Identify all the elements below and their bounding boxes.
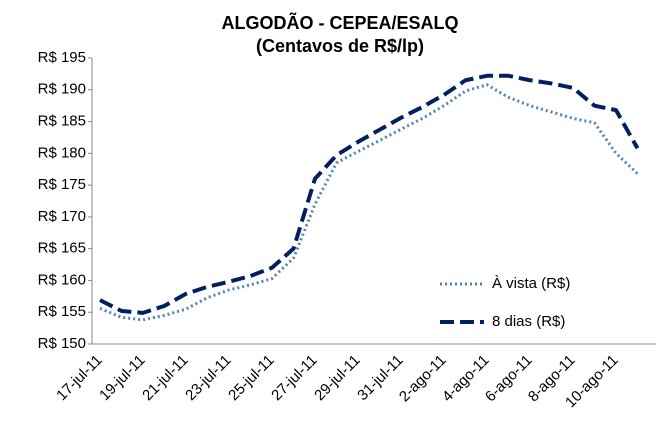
x-tick-label: 27-jul-11 [268, 352, 321, 405]
x-tick-label: 17-jul-11 [53, 352, 106, 405]
y-tick-label: R$ 180 [38, 144, 86, 161]
x-tick-label: 19-jul-11 [96, 352, 149, 405]
y-tick-label: R$ 160 [38, 271, 86, 288]
series-line [99, 73, 640, 315]
legend-label: À vista (R$) [492, 275, 570, 292]
y-tick-label: R$ 150 [38, 335, 86, 352]
x-tick-label: 29-jul-11 [311, 352, 364, 405]
y-tick-label: R$ 170 [38, 208, 86, 225]
chart-subtitle: (Centavos de R$/lp) [256, 36, 424, 56]
x-tick-label: 25-jul-11 [225, 352, 278, 405]
y-tick-label: R$ 190 [38, 81, 86, 98]
legend-label: 8 dias (R$) [492, 313, 565, 330]
series-line [99, 83, 639, 322]
chart-title: ALGODÃO - CEPEA/ESALQ [221, 12, 458, 33]
y-tick-label: R$ 165 [38, 240, 86, 257]
y-tick-label: R$ 185 [38, 113, 86, 130]
y-tick-label: R$ 175 [38, 176, 86, 193]
x-tick-label: 23-jul-11 [182, 352, 235, 405]
x-tick-label: 21-jul-11 [139, 352, 192, 405]
y-tick-label: R$ 155 [38, 303, 86, 320]
y-tick-label: R$ 195 [38, 49, 86, 66]
